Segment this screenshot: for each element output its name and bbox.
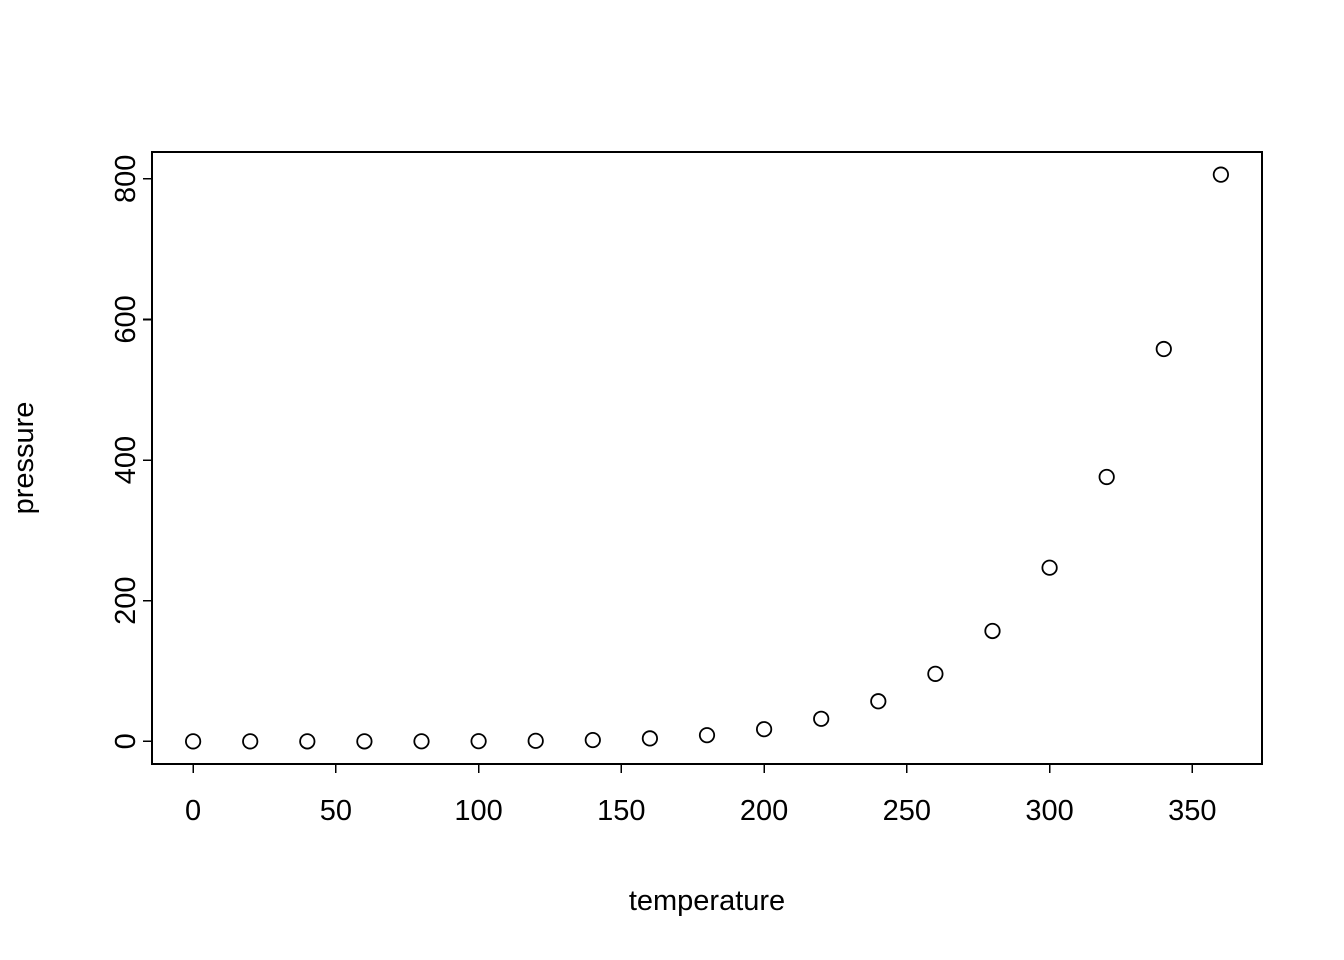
data-point bbox=[413, 733, 430, 750]
x-axis-title: temperature bbox=[629, 885, 785, 917]
data-points bbox=[185, 166, 1229, 750]
data-point bbox=[299, 733, 316, 750]
data-point bbox=[242, 733, 259, 750]
x-tick-label: 100 bbox=[454, 795, 502, 827]
data-point bbox=[584, 731, 601, 749]
y-tick-label: 0 bbox=[110, 733, 142, 749]
data-point bbox=[755, 721, 773, 738]
x-tick-label: 350 bbox=[1168, 795, 1216, 827]
x-tick-label: 50 bbox=[320, 795, 352, 827]
data-point bbox=[870, 693, 887, 710]
x-tick-label: 300 bbox=[1025, 795, 1073, 827]
data-point bbox=[1098, 468, 1115, 486]
data-point bbox=[984, 622, 1001, 640]
data-point bbox=[927, 665, 944, 682]
data-point bbox=[1155, 340, 1172, 358]
x-tick-label: 250 bbox=[883, 795, 931, 827]
data-point bbox=[813, 710, 830, 727]
data-point bbox=[527, 732, 544, 749]
plot-box bbox=[151, 151, 1263, 765]
data-point bbox=[1212, 166, 1229, 183]
y-tick-label: 200 bbox=[110, 577, 142, 625]
data-point bbox=[1041, 559, 1058, 576]
y-tick-label: 800 bbox=[110, 155, 142, 203]
y-tick-label: 400 bbox=[110, 436, 142, 484]
y-axis-title: pressure bbox=[8, 402, 40, 515]
data-point bbox=[470, 733, 487, 750]
x-axis: 0 50 100 150 200 250 300 350 bbox=[185, 764, 1217, 827]
x-tick-label: 0 bbox=[185, 795, 201, 827]
data-point bbox=[356, 733, 373, 750]
data-point bbox=[641, 730, 659, 747]
x-tick-label: 200 bbox=[740, 795, 788, 827]
x-tick-label: 150 bbox=[597, 795, 645, 827]
data-point bbox=[698, 727, 716, 744]
data-point bbox=[185, 733, 202, 750]
y-axis: 0 200 400 600 800 bbox=[110, 155, 152, 749]
y-tick-label: 600 bbox=[110, 295, 142, 343]
